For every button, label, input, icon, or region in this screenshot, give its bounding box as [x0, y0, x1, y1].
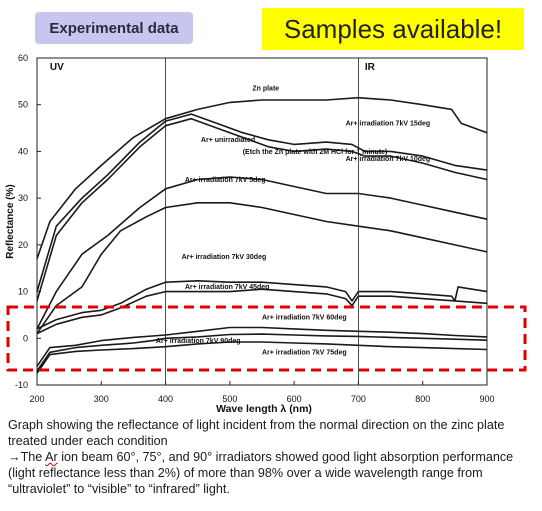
caption-line-1: Graph showing the reflectance of light i…: [8, 418, 505, 448]
series-annotation-5: Ar+ irradiation 7kV 10deg: [346, 156, 431, 163]
caption-line-2: →The Ar ion beam 60°, 75°, and 90° irrad…: [8, 449, 534, 497]
region-label-uv: UV: [50, 62, 64, 73]
x-tick-label: 800: [415, 394, 430, 404]
series-line-9: [36, 333, 488, 372]
series-annotation-11: Ar+ irradiation 7kV 75deg: [262, 350, 347, 357]
y-tick-label: 20: [18, 240, 28, 250]
series-line-2: [36, 113, 488, 292]
series-line-1: [36, 96, 488, 260]
series-line-5: [36, 202, 488, 335]
x-tick-label: 600: [287, 394, 302, 404]
caption-line-2-rest: ion beam 60°, 75°, and 90° irradiators s…: [8, 450, 514, 496]
x-axis-label: Wave length λ (nm): [216, 403, 312, 415]
series-annotation-10: Ar+ irradiation 7kV 90deg: [156, 338, 241, 345]
y-tick-label: 40: [18, 146, 28, 156]
series-line-3: [36, 117, 488, 302]
series-annotation-6: Ar+ irradiation 7kV 5deg: [185, 177, 266, 184]
plot-frame: [36, 57, 488, 386]
region-label-ir: IR: [365, 62, 376, 73]
y-axis-label: Reflectance (%): [5, 184, 16, 258]
series-annotation-4: (Etch the Zn plate with 2M HCl for 1 min…: [243, 149, 388, 156]
x-tick-label: 700: [351, 394, 366, 404]
series-annotation-1: Zn plate: [252, 86, 279, 93]
series-line-7: [36, 288, 488, 335]
reflectance-chart: 200 300 400 500 600 700 800 900 -10 0 10 20 30 40 50 60…: [5, 53, 527, 415]
series-annotation-9: Ar+ irradiation 7kV 60deg: [262, 315, 347, 322]
series-line-10: [36, 341, 488, 374]
y-tick-label: 50: [18, 100, 28, 110]
caption-arrow-text: →The: [8, 450, 46, 464]
y-tick-label: 60: [18, 53, 28, 63]
series-annotation-3: Ar+ unirradiated: [201, 137, 255, 144]
chart-caption: Graph showing the reflectance of light i…: [8, 417, 534, 497]
experimental-data-badge: Experimental data: [35, 12, 193, 44]
x-tick-label: 500: [222, 394, 237, 404]
series-line-4: [36, 176, 488, 330]
x-tick-label: 200: [29, 394, 44, 404]
series-annotation-7: Ar+ irradiation 7kV 30deg: [182, 254, 267, 261]
x-tick-label: 400: [158, 394, 173, 404]
samples-available-banner: Samples available!: [262, 8, 524, 50]
series-annotation-8: Ar+ irradiation 7kV 45deg: [185, 284, 270, 291]
series-annotation-2: Ar+ irradiation 7kV 15deg: [346, 121, 431, 128]
y-tick-label: 0: [23, 333, 28, 343]
low-reflectance-highlight-box: [6, 305, 527, 372]
y-tick-label: -10: [15, 380, 28, 390]
caption-ar: Ar: [45, 450, 58, 464]
x-tick-label: 300: [94, 394, 109, 404]
x-tick-label: 900: [479, 394, 494, 404]
y-tick-label: 10: [18, 287, 28, 297]
series-line-8: [36, 326, 488, 367]
y-tick-label: 30: [18, 193, 28, 203]
